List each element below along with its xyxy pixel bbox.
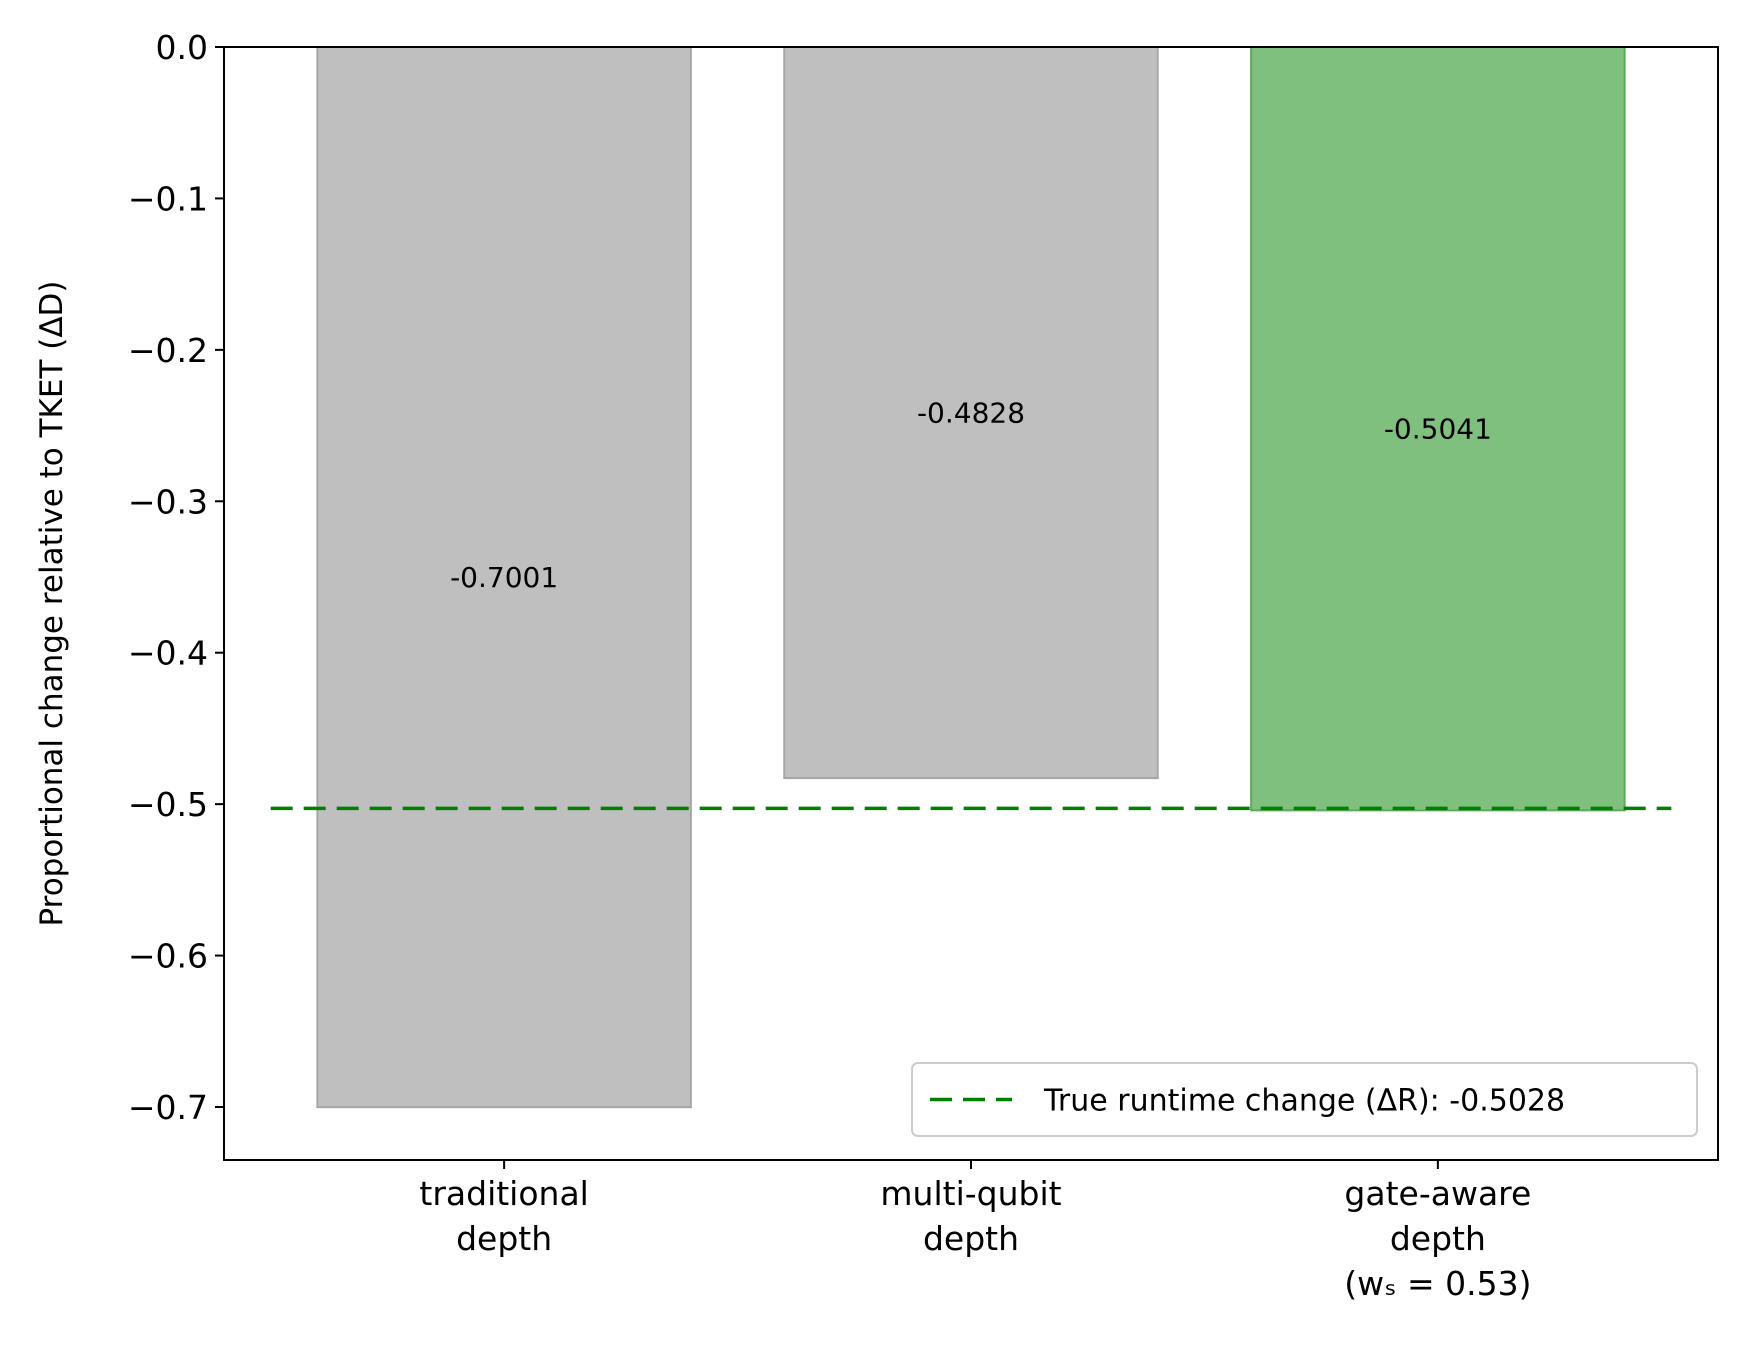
legend-box: [911, 1062, 1698, 1137]
bar-1: [783, 46, 1159, 780]
y-tick-label: 0.0: [156, 28, 208, 67]
y-axis-ticks: 0.0 −0.1 −0.2 −0.3 −0.4 −0.5 −0.6 −0.7: [128, 28, 224, 1127]
y-tick-label: −0.6: [128, 937, 208, 976]
legend-label: True runtime change (ΔR): -0.5028: [1043, 1084, 1565, 1119]
x-tick-label: multi-qubit depth: [880, 1174, 1061, 1258]
bar-value-label-1: -0.4828: [917, 397, 1025, 430]
y-tick-label: −0.7: [128, 1088, 208, 1127]
y-tick-label: −0.4: [128, 634, 208, 673]
y-tick-label: −0.2: [128, 331, 208, 370]
legend: True runtime change (ΔR): -0.5028: [911, 1062, 1698, 1137]
y-tick-label: −0.1: [128, 179, 208, 218]
y-tick-label: −0.5: [128, 785, 208, 824]
x-axis-ticks: traditional depth multi-qubit depth gate-awa…: [419, 1160, 1531, 1303]
value-labels-layer: -0.7001 -0.4828 -0.5041: [450, 397, 1492, 595]
x-tick-label: gate-aware depth (wₛ = 0.53): [1344, 1174, 1531, 1303]
bar-0: [316, 46, 692, 1109]
bar-value-label-0: -0.7001: [450, 561, 558, 594]
bar-value-label-2: -0.5041: [1384, 413, 1492, 446]
x-tick-label: traditional depth: [419, 1174, 588, 1258]
y-axis-label: Proportional change relative to TKET (ΔD…: [34, 280, 70, 926]
y-tick-label: −0.3: [128, 482, 208, 521]
